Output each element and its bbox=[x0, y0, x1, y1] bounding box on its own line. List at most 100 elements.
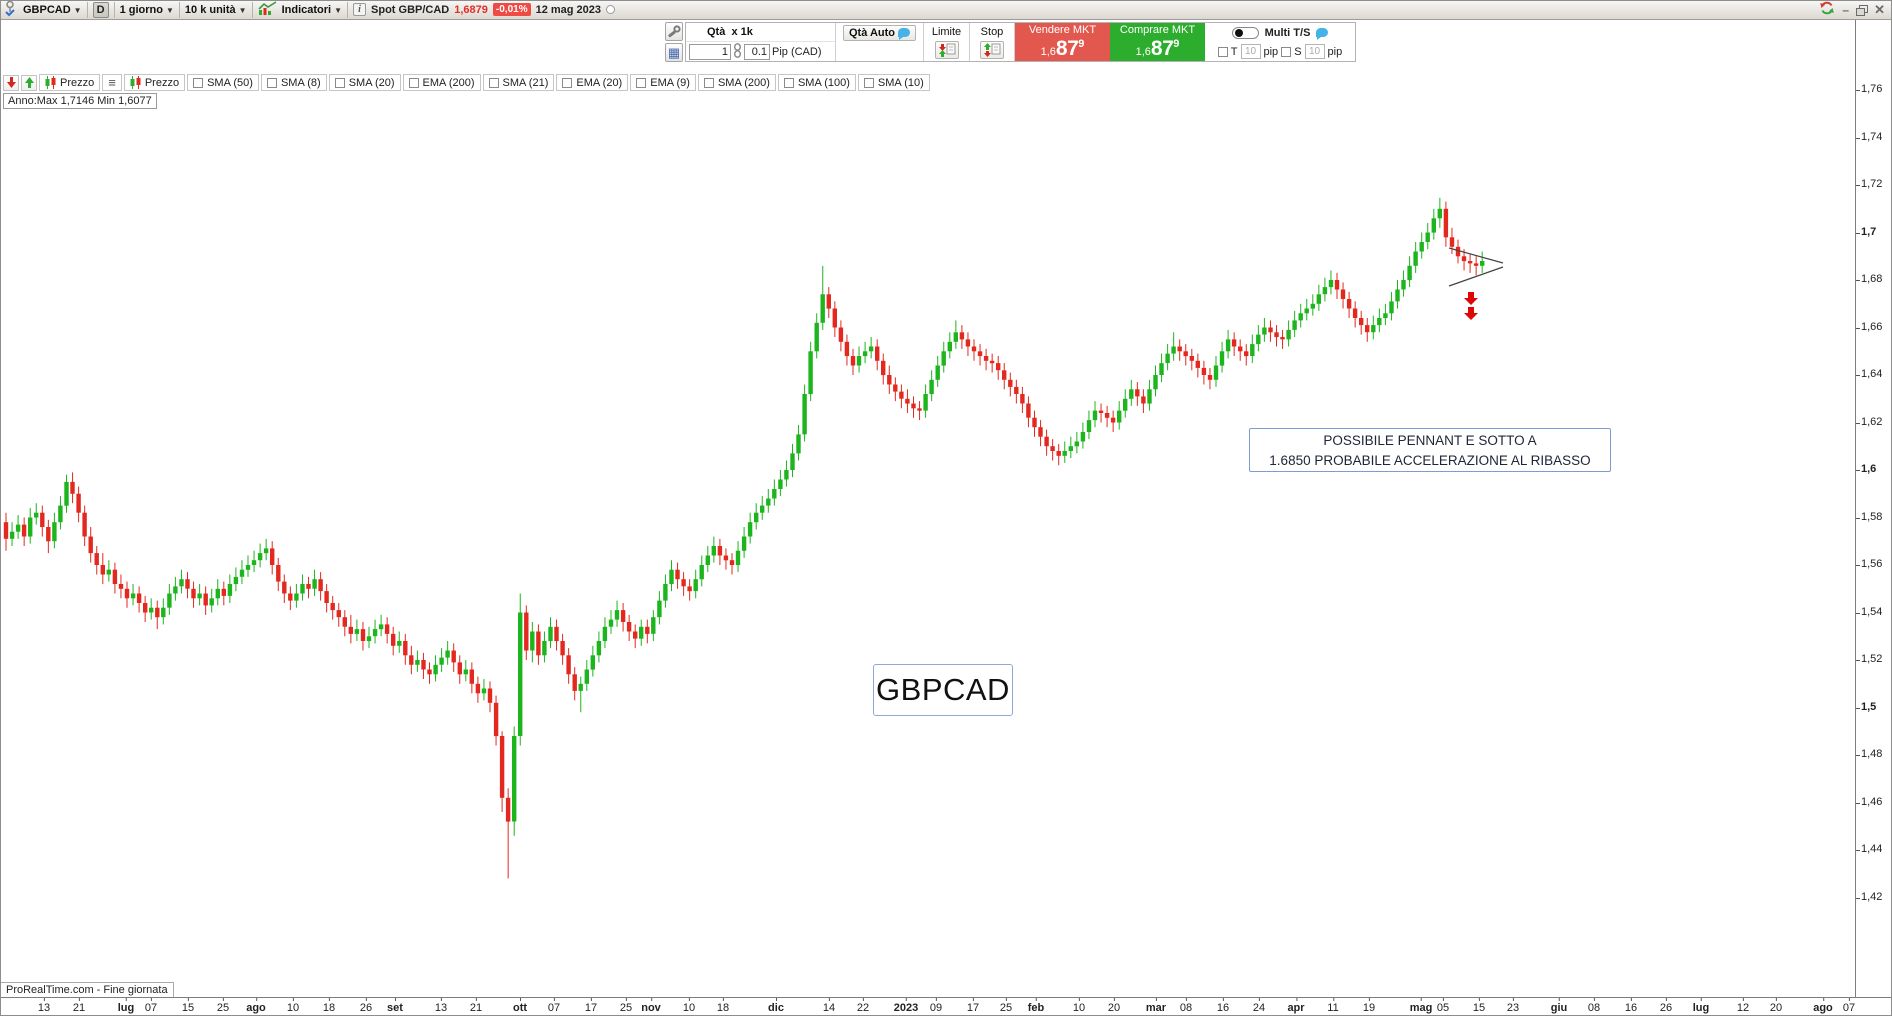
indicator-toggle-chip[interactable]: SMA (10) bbox=[857, 74, 930, 91]
indicator-checkbox[interactable] bbox=[562, 77, 573, 88]
symbol-label: GBPCAD bbox=[23, 3, 71, 16]
quantity-section: Qtà x 1k Pip (CAD) bbox=[686, 23, 836, 61]
refresh-icon[interactable] bbox=[1819, 0, 1835, 19]
pip-step-input[interactable] bbox=[744, 43, 770, 60]
limit-label: Limite bbox=[931, 26, 962, 38]
date-tick-label: 09 bbox=[929, 998, 943, 1014]
indicator-toggle-chip[interactable]: SMA (200) bbox=[697, 74, 776, 91]
date-tick-label: 16 bbox=[1216, 998, 1230, 1014]
indicator-toggle-chip[interactable]: SMA (8) bbox=[260, 74, 327, 91]
indicator-checkbox[interactable] bbox=[408, 77, 419, 88]
date-tick-label: 05 bbox=[1436, 998, 1450, 1014]
date-tick-label: 17 bbox=[584, 998, 598, 1014]
date-tick-label: 22 bbox=[856, 998, 870, 1014]
symbol-annotation-box[interactable]: GBPCAD bbox=[873, 664, 1013, 716]
stop-order-button[interactable] bbox=[980, 41, 1004, 59]
limit-order-button[interactable] bbox=[934, 41, 959, 59]
indicator-checkbox[interactable] bbox=[193, 77, 204, 88]
date-tick-label: 07 bbox=[144, 998, 158, 1014]
take-profit-checkbox[interactable] bbox=[1217, 46, 1228, 57]
multi-ts-toggle[interactable] bbox=[1231, 26, 1259, 39]
buy-market-button[interactable]: Comprare MKT 1,6879 bbox=[1110, 23, 1205, 61]
qty-auto-button[interactable]: Qtà Auto bbox=[842, 24, 917, 41]
chart-canvas[interactable] bbox=[1, 20, 1856, 997]
green-up-arrow-icon bbox=[24, 77, 34, 88]
price-down-arrow-button[interactable] bbox=[3, 74, 19, 91]
indicator-checkbox[interactable] bbox=[703, 77, 714, 88]
take-profit-input[interactable]: 10 bbox=[1240, 44, 1261, 59]
indicator-checkbox[interactable] bbox=[488, 77, 499, 88]
date-tick-label: 21 bbox=[72, 998, 86, 1014]
date-tick-label: 25 bbox=[619, 998, 633, 1014]
quantity-input[interactable] bbox=[689, 43, 731, 60]
change-badge: -0,01% bbox=[492, 3, 531, 16]
pennant-annotation-box[interactable]: POSSIBILE PENNANT E SOTTO A 1.6850 PROBA… bbox=[1249, 428, 1611, 472]
stop-label: Stop bbox=[980, 26, 1004, 38]
period-dropdown[interactable]: 1 giorno ▼ bbox=[120, 4, 174, 16]
order-ticket: Qtà x 1k Pip (CAD) bbox=[685, 22, 1356, 62]
candlestick-icon bbox=[130, 76, 141, 89]
list-settings-chip[interactable]: ≡ bbox=[102, 74, 122, 91]
price-tick-label: 1,58 bbox=[1855, 510, 1883, 523]
units-dropdown[interactable]: 10 k unità ▼ bbox=[185, 4, 247, 16]
indicator-checkbox[interactable] bbox=[266, 77, 277, 88]
indicators-dropdown[interactable]: Indicatori ▼ bbox=[282, 4, 342, 16]
date-tick-label: 21 bbox=[469, 998, 483, 1014]
date-tick-label: dic bbox=[768, 998, 784, 1014]
pin-icon[interactable] bbox=[3, 0, 18, 20]
symbol-dropdown[interactable]: GBPCAD ▼ bbox=[23, 4, 82, 16]
sell-market-button[interactable]: Vendere MKT 1,6879 bbox=[1015, 23, 1110, 61]
restore-button[interactable] bbox=[1856, 4, 1869, 16]
indicator-toggle-chip[interactable]: SMA (50) bbox=[187, 74, 259, 91]
price-series-chip-2[interactable]: Prezzo bbox=[123, 74, 186, 91]
price-axis[interactable]: 1,76 1,74 1,72 1,7 1,68 1,66 1,64 1,62 1,6 1,58 1,… bbox=[1855, 20, 1892, 997]
indicator-toggle-chip[interactable]: EMA (9) bbox=[630, 74, 696, 91]
indicator-label: SMA (100) bbox=[797, 76, 850, 89]
stop-loss-checkbox[interactable] bbox=[1281, 46, 1292, 57]
price-tick-label: 1,72 bbox=[1855, 178, 1883, 190]
separator bbox=[347, 1, 349, 18]
platform-footer-label: ProRealTime.com - Fine giornata bbox=[1, 982, 174, 997]
indicator-checkbox[interactable] bbox=[863, 77, 874, 88]
stop-loss-input[interactable]: 10 bbox=[1304, 44, 1325, 59]
date-tick-label: 15 bbox=[181, 998, 195, 1014]
stop-order-icon bbox=[984, 43, 1001, 57]
date-tick-label: lug bbox=[1692, 998, 1710, 1014]
date-tick-label: 25 bbox=[216, 998, 230, 1014]
link-chain-icon bbox=[733, 42, 742, 61]
info-icon[interactable]: i bbox=[353, 3, 367, 16]
minimize-button[interactable]: – bbox=[1842, 2, 1850, 17]
date-tick-label: 20 bbox=[1107, 998, 1121, 1014]
price-up-arrow-button[interactable] bbox=[21, 74, 37, 91]
indicator-toggle-chip[interactable]: SMA (21) bbox=[482, 74, 555, 91]
date-tick-label: ott bbox=[512, 998, 528, 1014]
chevron-down-icon: ▼ bbox=[73, 5, 82, 15]
indicator-toggle-chip[interactable]: SMA (100) bbox=[777, 74, 856, 91]
date-tick-label: set bbox=[387, 998, 403, 1014]
pip-currency-label: Pip (CAD) bbox=[772, 45, 822, 58]
date-tick-label: 23 bbox=[1506, 998, 1520, 1014]
timeframe-daily-button[interactable]: D bbox=[92, 1, 109, 18]
take-profit-label: T bbox=[1230, 45, 1238, 58]
indicator-toggle-chip[interactable]: EMA (20) bbox=[556, 74, 629, 91]
settings-wrench-button[interactable] bbox=[665, 22, 683, 41]
indicator-toggle-chip[interactable]: EMA (200) bbox=[402, 74, 481, 91]
indicator-checkbox[interactable] bbox=[783, 77, 794, 88]
order-tools: ▦ bbox=[665, 22, 683, 62]
date-tick-label: 19 bbox=[1362, 998, 1376, 1014]
date-axis[interactable]: 13 21 lug 07 15 25 ago 10 18 26 set 13 21 ott 07 17 25 no… bbox=[1, 997, 1892, 1016]
indicator-checkbox[interactable] bbox=[334, 77, 345, 88]
indicator-toggle-chip[interactable]: SMA (20) bbox=[328, 74, 401, 91]
indicator-label: EMA (9) bbox=[650, 76, 690, 89]
indicator-checkbox[interactable] bbox=[636, 77, 647, 88]
sell-label: Vendere MKT bbox=[1028, 24, 1097, 36]
spot-date: 12 mag 2023 bbox=[535, 3, 602, 16]
status-circle-icon bbox=[606, 5, 616, 14]
keyboard-button[interactable]: ▦ bbox=[665, 43, 683, 62]
price-tick-label: 1,62 bbox=[1855, 415, 1883, 428]
date-tick-label: 10 bbox=[286, 998, 300, 1014]
close-button[interactable]: ✕ bbox=[1874, 2, 1885, 17]
indicator-label: EMA (20) bbox=[576, 76, 623, 89]
buy-price: 1,6879 bbox=[1135, 37, 1180, 60]
price-series-chip[interactable]: Prezzo bbox=[39, 74, 101, 91]
